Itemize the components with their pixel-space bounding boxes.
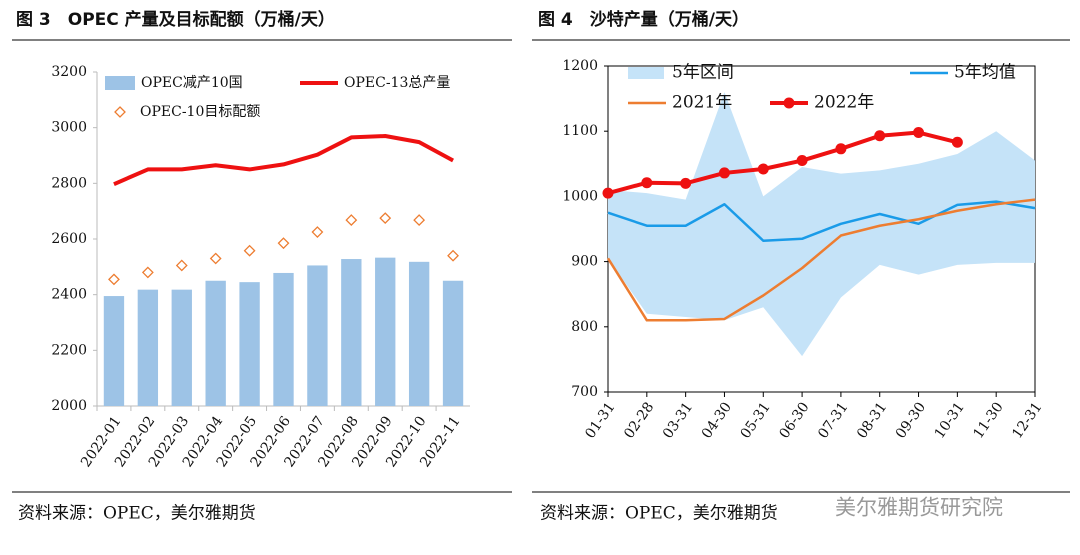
marker bbox=[718, 167, 730, 179]
x-tick-label: 10-31 bbox=[932, 399, 968, 441]
y-tick-label: 700 bbox=[571, 384, 598, 400]
y-tick-label: 3200 bbox=[51, 64, 87, 80]
x-tick-label: 12-31 bbox=[1009, 399, 1045, 441]
legend-label: OPEC-10目标配额 bbox=[140, 104, 260, 120]
marker bbox=[913, 127, 925, 139]
y-tick-label: 2000 bbox=[51, 398, 87, 414]
x-tick-label: 02-28 bbox=[621, 399, 657, 441]
range-area bbox=[608, 92, 1035, 357]
series-line bbox=[607, 200, 1036, 242]
marker bbox=[796, 155, 808, 167]
source: 资料来源：OPEC，美尔雅期货 bbox=[540, 504, 778, 524]
legend-swatch bbox=[114, 106, 126, 118]
watermark: 美尔雅期货研究院 bbox=[835, 496, 1003, 520]
marker bbox=[602, 187, 614, 199]
x-tick-label: 04-30 bbox=[699, 399, 735, 441]
legend-label: 2022年 bbox=[814, 93, 874, 113]
marker bbox=[447, 249, 459, 262]
marker bbox=[108, 273, 120, 286]
marker bbox=[413, 214, 426, 226]
y-tick-label: 2800 bbox=[51, 175, 87, 191]
marker bbox=[345, 214, 358, 226]
y-tick-label: 900 bbox=[571, 254, 598, 270]
bar bbox=[307, 265, 328, 406]
source: 资料来源：OPEC，美尔雅期货 bbox=[18, 504, 256, 524]
marker bbox=[141, 266, 154, 279]
x-tick-label: 03-31 bbox=[660, 399, 696, 441]
x-tick-label: 06-30 bbox=[776, 399, 812, 441]
bar bbox=[239, 282, 260, 406]
legend-label: 5年均值 bbox=[954, 63, 1016, 83]
legend-marker bbox=[783, 97, 795, 109]
marker bbox=[311, 226, 324, 238]
bar bbox=[103, 296, 125, 406]
series-line bbox=[113, 134, 454, 187]
chart-title: 图 3 OPEC 产量及目标配额（万桶/天） bbox=[16, 9, 335, 30]
x-tick-label: 08-31 bbox=[854, 399, 890, 441]
y-tick-label: 3000 bbox=[51, 120, 87, 136]
marker bbox=[641, 177, 653, 189]
bar bbox=[137, 289, 159, 406]
bar bbox=[341, 259, 362, 406]
bar bbox=[375, 257, 396, 406]
y-tick-label: 1000 bbox=[562, 188, 598, 204]
marker bbox=[757, 163, 769, 175]
marker bbox=[951, 136, 963, 148]
legend-swatch bbox=[105, 76, 135, 90]
legend-label: 5年区间 bbox=[672, 63, 734, 83]
x-tick-label: 05-31 bbox=[738, 399, 774, 441]
marker bbox=[835, 143, 847, 155]
legend-label: OPEC减产10国 bbox=[141, 75, 243, 91]
series-line bbox=[606, 198, 1036, 322]
legend-label: OPEC-13总产量 bbox=[344, 75, 450, 91]
bar bbox=[171, 289, 192, 406]
bar bbox=[442, 280, 464, 406]
bar bbox=[408, 261, 430, 406]
y-tick-label: 2400 bbox=[51, 287, 87, 303]
marker bbox=[277, 237, 290, 250]
bar bbox=[273, 272, 294, 406]
legend-swatch bbox=[628, 67, 664, 79]
chart-title: 图 4 沙特产量（万桶/天） bbox=[538, 9, 749, 30]
series-line bbox=[607, 130, 958, 196]
x-tick-label: 07-31 bbox=[815, 399, 851, 441]
marker bbox=[175, 259, 188, 272]
y-tick-label: 2200 bbox=[51, 342, 87, 358]
marker bbox=[379, 212, 392, 225]
y-tick-label: 1100 bbox=[562, 123, 598, 139]
marker bbox=[874, 130, 886, 142]
x-tick-label: 11-30 bbox=[970, 399, 1006, 441]
x-tick-label: 01-31 bbox=[582, 399, 618, 441]
bar bbox=[205, 280, 226, 406]
marker bbox=[243, 244, 256, 257]
legend-label: 2021年 bbox=[672, 93, 732, 113]
marker bbox=[680, 177, 692, 189]
y-tick-label: 800 bbox=[571, 319, 598, 335]
marker bbox=[209, 252, 222, 265]
x-tick-label: 09-30 bbox=[893, 399, 929, 441]
y-tick-label: 2600 bbox=[51, 231, 87, 247]
y-tick-label: 1200 bbox=[562, 58, 598, 74]
